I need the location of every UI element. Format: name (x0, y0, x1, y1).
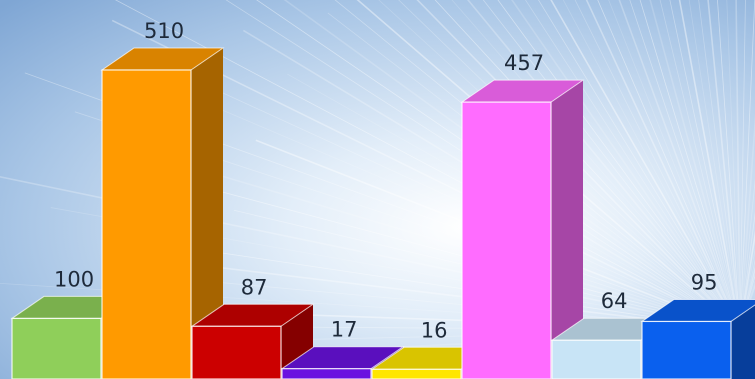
data-label: 100 (54, 267, 94, 291)
bar (551, 339, 642, 379)
light-ray (126, 146, 741, 331)
data-label: 95 (691, 270, 718, 294)
light-ray (678, 0, 741, 331)
data-labels: 100 510 87 17 16 457 64 95 (54, 19, 717, 342)
light-ray (618, 0, 741, 331)
light-ray (629, 0, 741, 331)
bar-group (460, 79, 585, 379)
light-ray (739, 0, 746, 331)
light-ray (739, 113, 755, 331)
light-ray (538, 0, 741, 331)
light-ray (707, 0, 741, 331)
data-label: 87 (241, 275, 268, 299)
light-ray (717, 0, 741, 331)
light-ray (688, 0, 741, 331)
light-ray (739, 0, 755, 331)
data-label: 64 (601, 289, 628, 313)
bar (461, 101, 552, 379)
light-ray (398, 0, 741, 331)
light-ray (735, 0, 741, 331)
bar-side-face (551, 80, 583, 379)
bar (101, 69, 192, 379)
bar (11, 317, 102, 379)
bar (371, 368, 462, 379)
data-label: 510 (144, 19, 184, 43)
bar-group (640, 298, 755, 379)
bar-side-face (191, 48, 223, 379)
light-ray (739, 178, 755, 331)
light-ray (739, 211, 755, 331)
light-ray (669, 0, 741, 331)
light-ray (585, 0, 741, 331)
bar (641, 320, 732, 379)
light-ray (698, 0, 741, 331)
light-ray (482, 0, 741, 331)
light-ray (158, 62, 741, 331)
light-ray (562, 0, 741, 331)
data-label: 457 (504, 51, 544, 75)
light-ray (639, 0, 741, 331)
light-ray (649, 0, 741, 331)
bar-group (100, 47, 225, 379)
light-ray (597, 0, 741, 331)
light-ray (256, 0, 741, 331)
bar (281, 368, 372, 379)
light-ray (114, 0, 741, 331)
light-ray (574, 0, 741, 331)
light-ray (608, 0, 741, 331)
data-label: 16 (421, 318, 448, 342)
light-ray (497, 0, 741, 331)
light-ray (659, 0, 741, 331)
bar (191, 325, 282, 379)
data-label: 17 (331, 318, 358, 342)
light-ray (179, 180, 741, 331)
bar-series (10, 47, 755, 379)
light-ray (726, 0, 741, 331)
light-ray (283, 0, 741, 331)
bar-side-face (731, 304, 755, 379)
light-ray (525, 0, 741, 331)
light-ray (467, 0, 741, 331)
light-ray (550, 0, 741, 331)
